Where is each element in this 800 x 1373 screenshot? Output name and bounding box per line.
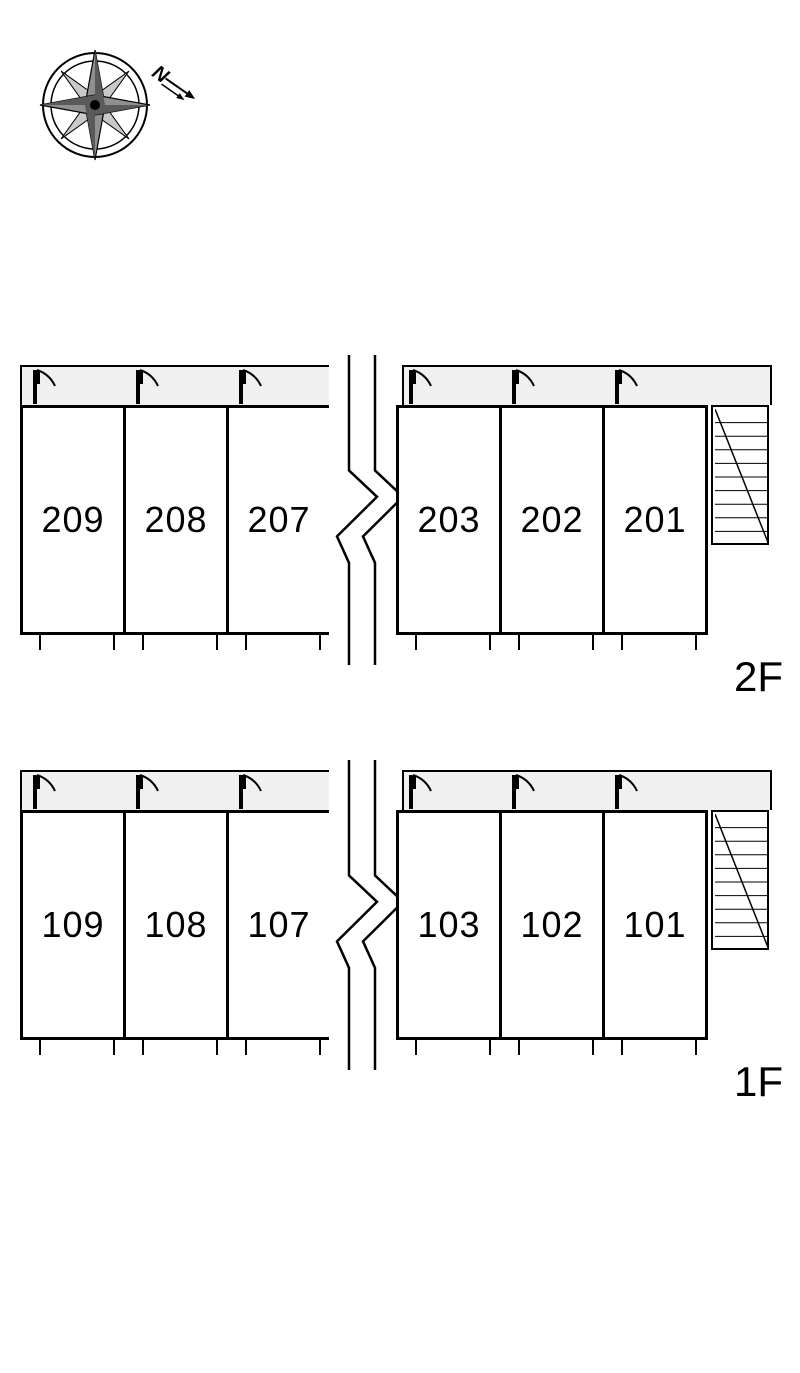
unit-label: 101 [623, 904, 686, 946]
wall-tick [592, 632, 594, 650]
stairs [711, 405, 769, 545]
section-break [329, 405, 399, 635]
wall-tick [319, 1037, 321, 1055]
unit-108: 108 [123, 810, 229, 1040]
door-icon [134, 368, 156, 406]
unit-label: 208 [144, 499, 207, 541]
wall-tick [621, 1037, 623, 1055]
corridor [402, 770, 772, 810]
unit-label: 107 [247, 904, 310, 946]
wall-tick [489, 632, 491, 650]
stair-landing-outline [711, 543, 769, 545]
door-icon [510, 773, 532, 811]
door-icon [237, 773, 259, 811]
wall-tick [113, 632, 115, 650]
wall-tick [39, 632, 41, 650]
floor-2F: 209 208 207 203 202 2012F [20, 365, 778, 695]
door-icon [237, 368, 259, 406]
unit-label: 201 [623, 499, 686, 541]
wall-tick [245, 632, 247, 650]
wall-tick [518, 632, 520, 650]
section-break [329, 810, 399, 1040]
unit-201: 201 [602, 405, 708, 635]
unit-102: 102 [499, 810, 605, 1040]
floor-label: 1F [734, 1058, 783, 1106]
door-icon [613, 773, 635, 811]
wall-tick [518, 1037, 520, 1055]
unit-label: 202 [520, 499, 583, 541]
units-row: 109 108 107 103 102 101 [20, 810, 708, 1040]
wall-tick [113, 1037, 115, 1055]
wall-tick [245, 1037, 247, 1055]
unit-107: 107 [226, 810, 332, 1040]
wall-tick [621, 632, 623, 650]
wall-tick [319, 632, 321, 650]
stairs-treads [713, 812, 767, 948]
unit-101: 101 [602, 810, 708, 1040]
wall-tick [39, 1037, 41, 1055]
corridor [402, 365, 772, 405]
wall-tick [142, 1037, 144, 1055]
wall-tick [695, 632, 697, 650]
unit-202: 202 [499, 405, 605, 635]
unit-label: 209 [41, 499, 104, 541]
units-row: 209 208 207 203 202 201 [20, 405, 708, 635]
unit-label: 203 [417, 499, 480, 541]
wall-tick [216, 1037, 218, 1055]
door-icon [613, 368, 635, 406]
corridor [20, 770, 332, 810]
unit-209: 209 [20, 405, 126, 635]
wall-tick [695, 1037, 697, 1055]
unit-109: 109 [20, 810, 126, 1040]
unit-208: 208 [123, 405, 229, 635]
stairs-treads [713, 407, 767, 543]
wall-tick [592, 1037, 594, 1055]
unit-label: 109 [41, 904, 104, 946]
door-icon [31, 368, 53, 406]
unit-label: 108 [144, 904, 207, 946]
door-icon [407, 368, 429, 406]
unit-103: 103 [396, 810, 502, 1040]
floor-label: 2F [734, 653, 783, 701]
stair-landing-outline [711, 948, 769, 950]
door-icon [407, 773, 429, 811]
compass-rose: N [35, 30, 205, 185]
stairs [711, 810, 769, 950]
compass-n-label: N [148, 61, 173, 88]
unit-203: 203 [396, 405, 502, 635]
unit-label: 102 [520, 904, 583, 946]
door-icon [510, 368, 532, 406]
unit-label: 207 [247, 499, 310, 541]
wall-tick [415, 632, 417, 650]
corridor [20, 365, 332, 405]
wall-tick [142, 632, 144, 650]
door-icon [31, 773, 53, 811]
wall-tick [216, 632, 218, 650]
unit-207: 207 [226, 405, 332, 635]
floor-1F: 109 108 107 103 102 1011F [20, 770, 778, 1100]
wall-tick [415, 1037, 417, 1055]
unit-label: 103 [417, 904, 480, 946]
door-icon [134, 773, 156, 811]
wall-tick [489, 1037, 491, 1055]
